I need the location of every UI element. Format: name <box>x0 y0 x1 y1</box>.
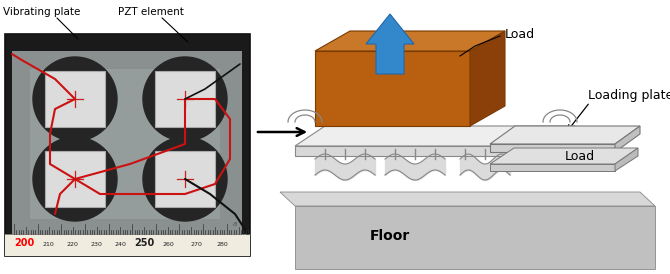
Text: 230: 230 <box>90 242 102 247</box>
Text: Load: Load <box>505 27 535 41</box>
Polygon shape <box>295 206 655 269</box>
Text: Loading plate: Loading plate <box>588 90 670 102</box>
FancyBboxPatch shape <box>12 51 242 236</box>
Polygon shape <box>295 146 545 156</box>
Polygon shape <box>315 51 470 126</box>
Polygon shape <box>315 31 505 51</box>
FancyBboxPatch shape <box>5 234 250 256</box>
FancyBboxPatch shape <box>30 69 220 219</box>
FancyBboxPatch shape <box>5 34 250 256</box>
Polygon shape <box>615 126 640 152</box>
Text: Load: Load <box>565 150 595 162</box>
Text: a: a <box>233 221 237 227</box>
Polygon shape <box>490 126 640 144</box>
Text: Vibrating plate: Vibrating plate <box>3 7 80 17</box>
Polygon shape <box>280 192 655 206</box>
Polygon shape <box>545 126 575 156</box>
Circle shape <box>143 57 227 141</box>
Polygon shape <box>470 31 505 126</box>
FancyBboxPatch shape <box>155 71 215 127</box>
Circle shape <box>143 137 227 221</box>
Polygon shape <box>615 148 638 171</box>
Polygon shape <box>490 164 615 171</box>
Text: 210: 210 <box>42 242 54 247</box>
FancyBboxPatch shape <box>45 71 105 127</box>
FancyArrow shape <box>366 14 414 74</box>
Polygon shape <box>295 126 575 146</box>
FancyBboxPatch shape <box>45 151 105 207</box>
Text: PZT element: PZT element <box>118 7 184 17</box>
Text: 260: 260 <box>162 242 174 247</box>
Polygon shape <box>490 144 615 152</box>
Text: 220: 220 <box>66 242 78 247</box>
Text: 250: 250 <box>134 238 154 248</box>
FancyBboxPatch shape <box>155 151 215 207</box>
Text: 280: 280 <box>216 242 228 247</box>
Circle shape <box>33 57 117 141</box>
Text: 270: 270 <box>190 242 202 247</box>
Text: Floor: Floor <box>370 229 410 243</box>
Circle shape <box>33 137 117 221</box>
Text: 200: 200 <box>14 238 34 248</box>
Text: 240: 240 <box>114 242 126 247</box>
Polygon shape <box>490 148 638 164</box>
